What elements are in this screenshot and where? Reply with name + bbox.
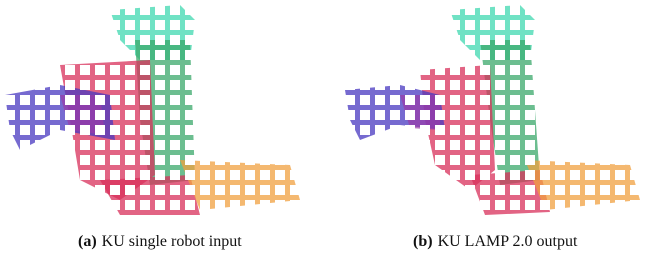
panel-label: (a) <box>78 233 97 250</box>
caption-text: KU single robot input <box>102 233 242 250</box>
caption: (b) KU LAMP 2.0 output <box>413 233 577 251</box>
caption-text: KU LAMP 2.0 output <box>438 233 578 250</box>
figure-images <box>0 0 647 225</box>
map-b <box>345 5 640 215</box>
panel-label: (b) <box>413 233 433 250</box>
figure: (a) KU single robot input (b) KU LAMP 2.0 … <box>0 0 647 263</box>
map-a <box>5 5 300 215</box>
caption: (a) KU single robot input <box>78 233 242 251</box>
